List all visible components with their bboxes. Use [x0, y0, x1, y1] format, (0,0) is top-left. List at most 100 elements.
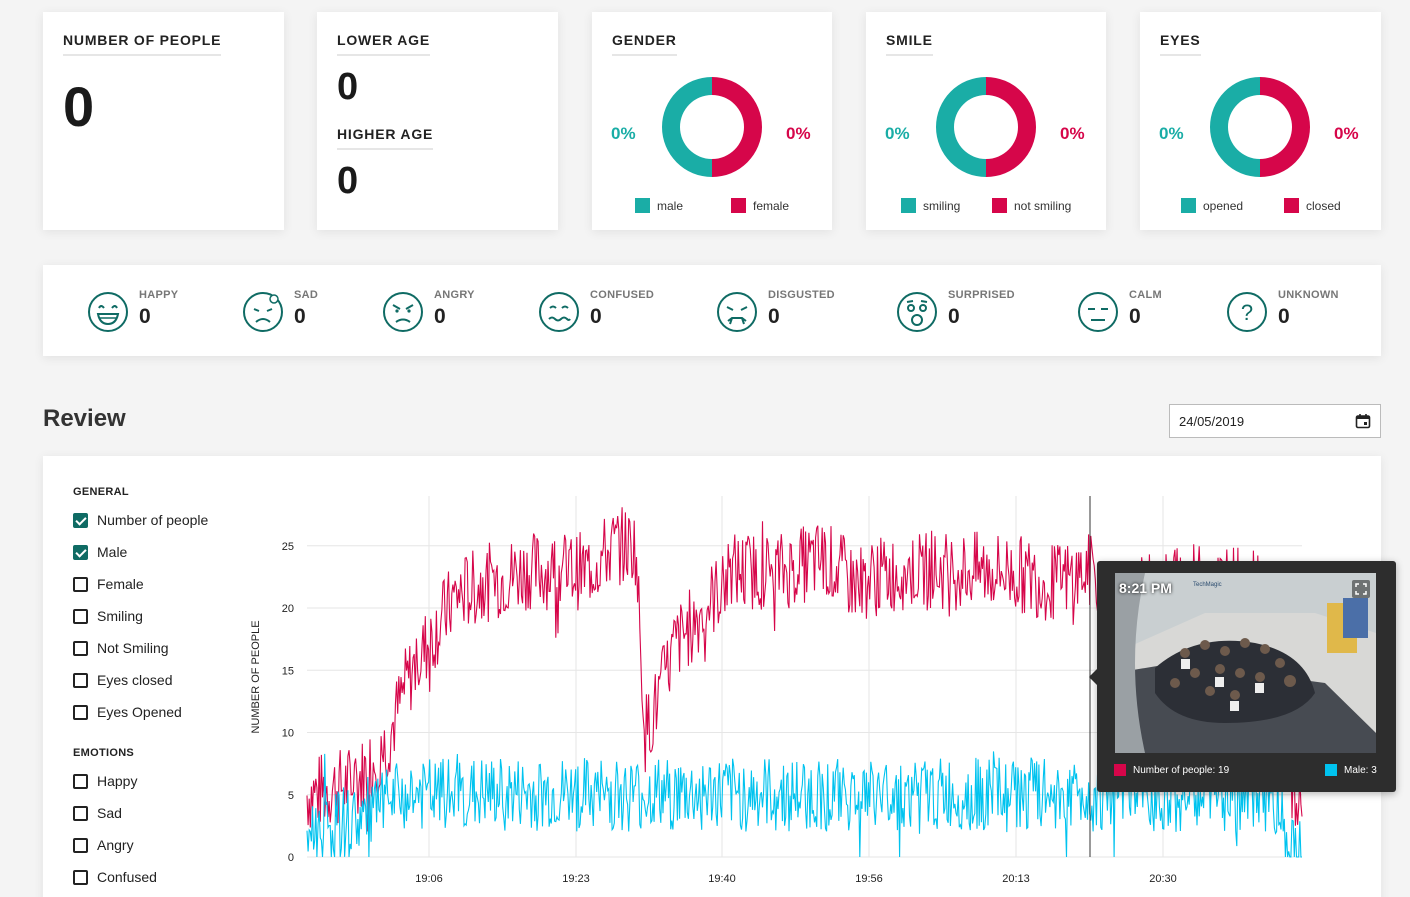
people-count-title: NUMBER OF PEOPLE [63, 32, 222, 56]
x-tick-label: 19:40 [708, 873, 736, 885]
date-picker-input[interactable]: 24/05/2019 [1169, 404, 1381, 438]
checkbox[interactable] [73, 608, 88, 624]
checkbox-checked[interactable] [73, 544, 88, 560]
emotions-section-label: EMOTIONS [73, 747, 135, 759]
emotions-bar: HAPPY 0 SAD 0 ANGRY 0 CONFUSED 0 DISGUSTED 0 … [43, 265, 1381, 356]
smile-legend-not-smiling: not smiling [992, 198, 1071, 213]
snapshot-brand: TechMagic [1193, 582, 1222, 588]
y-axis-ticks: 0 5 10 15 20 25 [282, 541, 294, 864]
checkbox[interactable] [73, 704, 88, 720]
fullscreen-icon[interactable] [1352, 580, 1370, 598]
date-value: 24/05/2019 [1179, 414, 1245, 429]
y-tick-label: 15 [282, 665, 294, 677]
x-tick-label: 20:13 [1002, 873, 1030, 885]
y-tick-label: 5 [288, 790, 294, 802]
y-tick-label: 25 [282, 541, 294, 553]
smile-legend-smiling: smiling [901, 198, 960, 213]
people-count-value: 0 [63, 75, 95, 138]
emotion-calm: CALM 0 [1077, 287, 1162, 333]
x-axis-ticks: 19:06 19:23 19:40 19:56 20:13 20:30 [415, 873, 1177, 885]
question-icon: ? [1227, 292, 1267, 332]
emotion-sad: SAD 0 [242, 287, 318, 333]
gender-female-slice [712, 77, 762, 177]
filter-female[interactable]: Female [73, 576, 144, 592]
eyes-card: EYES 0% 0% opened closed [1140, 12, 1381, 230]
filter-eyes-closed[interactable]: Eyes closed [73, 672, 172, 688]
tooltip-arrow [1089, 669, 1097, 685]
review-card: GENERAL Number of people Male Female Smi… [43, 456, 1381, 897]
smile-card: SMILE 0% 0% smiling not smiling [866, 12, 1106, 230]
checkbox[interactable] [73, 805, 88, 821]
smile-not-smiling-pct: 0% [1060, 124, 1085, 143]
checkbox[interactable] [73, 773, 88, 789]
eyes-legend-closed: closed [1284, 198, 1341, 213]
gender-title: GENDER [612, 32, 677, 56]
smile-smiling-pct: 0% [885, 124, 910, 143]
filter-happy[interactable]: Happy [73, 773, 137, 789]
eyes-title: EYES [1160, 32, 1201, 56]
happy-face-icon [88, 292, 128, 332]
filter-confused[interactable]: Confused [73, 869, 157, 885]
emotion-angry: ANGRY 0 [382, 287, 475, 333]
camera-snapshot-image: TechMagic [1115, 573, 1376, 753]
gender-male-pct: 0% [611, 124, 636, 143]
x-tick-label: 19:56 [855, 873, 883, 885]
filter-smiling[interactable]: Smiling [73, 608, 143, 624]
eyes-legend-opened: opened [1181, 198, 1243, 213]
disgusted-face-icon [717, 292, 757, 332]
smile-smiling-slice [936, 77, 986, 177]
checkbox[interactable] [73, 672, 88, 688]
filter-number-of-people[interactable]: Number of people [73, 512, 208, 528]
series-line-male [306, 751, 1302, 858]
filter-eyes-opened[interactable]: Eyes Opened [73, 704, 182, 720]
checkbox[interactable] [73, 640, 88, 656]
gender-card: GENDER 0% 0% male female [592, 12, 832, 230]
sad-face-icon [243, 292, 283, 332]
higher-age-value: 0 [337, 160, 359, 202]
smile-not-smiling-slice [986, 77, 1036, 177]
checkbox[interactable] [73, 869, 88, 885]
emotion-disgusted: DISGUSTED 0 [716, 287, 835, 333]
gender-legend-female: female [731, 198, 789, 213]
emotion-confused: CONFUSED 0 [538, 287, 654, 333]
gender-donut-chart [662, 77, 762, 177]
angry-face-icon [383, 292, 423, 332]
svg-text:?: ? [1241, 300, 1253, 325]
x-tick-label: 19:23 [562, 873, 590, 885]
emotion-happy: HAPPY 0 [87, 287, 178, 333]
x-tick-label: 19:06 [415, 873, 443, 885]
chart-tooltip: TechMagic 8:21 PM Number of people: 19 M… [1089, 561, 1396, 792]
y-tick-label: 0 [288, 852, 294, 864]
gender-male-slice [662, 77, 712, 177]
people-count-card: NUMBER OF PEOPLE 0 [43, 12, 284, 230]
confused-face-icon [539, 292, 579, 332]
gender-legend-male: male [635, 198, 683, 213]
tooltip-series2: Male: 3 [1325, 764, 1377, 776]
calendar-icon[interactable] [1355, 413, 1371, 429]
checkbox[interactable] [73, 837, 88, 853]
smile-title: SMILE [886, 32, 933, 56]
x-tick-label: 20:30 [1149, 873, 1177, 885]
filter-sad[interactable]: Sad [73, 805, 122, 821]
emotion-surprised: SURPRISED 0 [896, 287, 1015, 333]
higher-age-title: HIGHER AGE [337, 126, 434, 150]
smile-donut-chart [936, 77, 1036, 177]
eyes-opened-pct: 0% [1159, 124, 1184, 143]
checkbox[interactable] [73, 576, 88, 592]
tooltip-series1: Number of people: 19 [1114, 764, 1229, 776]
lower-age-title: LOWER AGE [337, 32, 431, 56]
filter-not-smiling[interactable]: Not Smiling [73, 640, 169, 656]
y-axis-label: NUMBER OF PEOPLE [250, 620, 262, 733]
age-card: LOWER AGE 0 HIGHER AGE 0 [317, 12, 558, 230]
eyes-closed-slice [1260, 77, 1310, 177]
y-tick-label: 10 [282, 728, 294, 740]
filter-male[interactable]: Male [73, 544, 127, 560]
lower-age-value: 0 [337, 66, 359, 108]
filter-angry[interactable]: Angry [73, 837, 134, 853]
general-section-label: GENERAL [73, 486, 129, 498]
snapshot-time: 8:21 PM [1119, 580, 1172, 596]
review-title: Review [43, 405, 126, 432]
checkbox-checked[interactable] [73, 512, 88, 528]
gender-female-pct: 0% [786, 124, 811, 143]
